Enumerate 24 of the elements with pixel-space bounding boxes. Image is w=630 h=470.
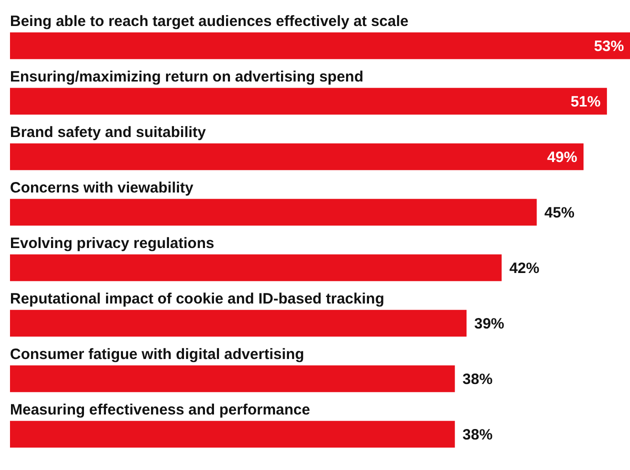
y-tick-label: Concerns with viewability [10, 179, 194, 196]
data-label: 53% [594, 38, 624, 55]
bar [10, 365, 455, 392]
data-label: 42% [509, 260, 540, 277]
data-label: 45% [544, 204, 574, 222]
bar [10, 310, 467, 337]
data-label: 38% [462, 370, 493, 388]
bar [10, 198, 537, 226]
bar [10, 420, 455, 448]
y-tick-label: Evolving privacy regulations [10, 234, 214, 252]
y-tick-label: Reputational impact of cookie and ID-based tracking [10, 290, 384, 308]
y-tick-label: Consumer fatigue with digital advertising [10, 346, 304, 363]
y-tick-label: Brand safety and suitability [10, 124, 207, 141]
bar [10, 32, 630, 60]
y-tick-label: Ensuring/maximizing return on advertising spend [10, 68, 364, 86]
bar [10, 143, 584, 170]
bar [10, 88, 607, 115]
y-tick-label: Being able to reach target audiences effectively at scale [10, 12, 408, 30]
data-label: 39% [474, 315, 504, 332]
y-tick-label: Measuring effectiveness and performance [10, 401, 310, 418]
data-label: 38% [462, 426, 493, 444]
data-label: 49% [547, 148, 578, 166]
data-label: 51% [570, 93, 601, 110]
bar [10, 254, 502, 282]
